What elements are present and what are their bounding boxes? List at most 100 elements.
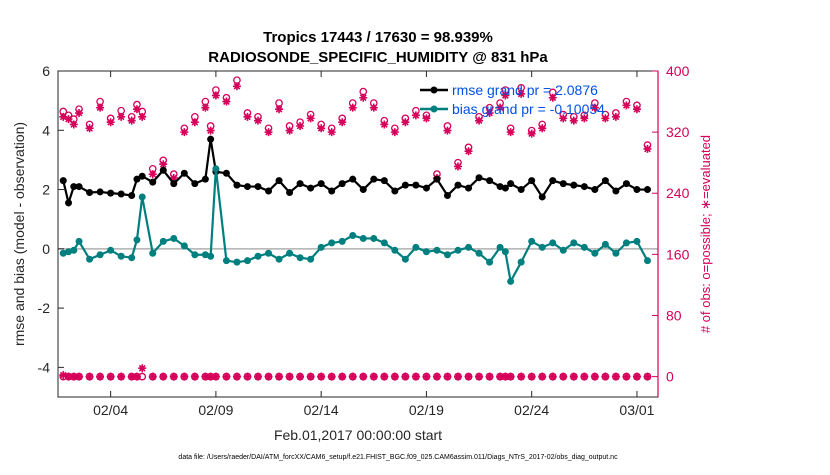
obs-evaluated-marker bbox=[601, 372, 610, 381]
rmse-point bbox=[70, 183, 78, 191]
rmse-point bbox=[159, 166, 167, 174]
x-tick-label: 02/14 bbox=[304, 402, 339, 418]
obs-evaluated-marker bbox=[443, 372, 452, 381]
y-tick-label: -2 bbox=[38, 300, 51, 316]
bias-point bbox=[170, 234, 178, 242]
rmse-point bbox=[286, 189, 294, 197]
obs-evaluated-marker bbox=[127, 116, 136, 125]
rmse-point bbox=[317, 180, 325, 188]
bias-point bbox=[570, 239, 578, 247]
bias-point bbox=[591, 249, 599, 257]
obs-evaluated-marker bbox=[254, 372, 262, 381]
obs-evaluated-marker bbox=[201, 103, 210, 112]
bias-point bbox=[580, 243, 588, 251]
rmse-point bbox=[349, 175, 357, 183]
obs-evaluated-marker bbox=[401, 118, 410, 127]
obs-evaluated-marker bbox=[338, 118, 347, 127]
bias-point bbox=[307, 255, 315, 263]
obs-evaluated-marker bbox=[69, 120, 78, 129]
obs-evaluated-marker bbox=[264, 128, 273, 137]
chart-subtitle: RADIOSONDE_SPECIFIC_HUMIDITY @ 831 hPa bbox=[208, 49, 548, 66]
bias-point bbox=[501, 248, 509, 256]
rmse-point bbox=[643, 186, 651, 194]
footer-data-file: data file: /Users/raeder/DAI/ATM_forcXX/… bbox=[178, 454, 618, 461]
axis-layer: 02/04 02/09 02/14 02/19 02/24 03/01 -4 -2 0 2 4 6 0 8… bbox=[38, 63, 690, 418]
rmse-point bbox=[107, 189, 115, 197]
rmse-point bbox=[338, 180, 346, 188]
obs-evaluated-marker bbox=[432, 372, 441, 381]
obs-evaluated-marker bbox=[190, 118, 199, 127]
x-axis-label: Feb.01,2017 00:00:00 start bbox=[274, 427, 442, 443]
rmse-point bbox=[201, 175, 209, 183]
obs-evaluated-marker bbox=[243, 112, 252, 121]
rmse-point bbox=[443, 191, 451, 199]
rmse-point bbox=[128, 191, 136, 199]
bias-point bbox=[422, 248, 430, 256]
obs-possible-marker bbox=[138, 372, 147, 381]
obs-evaluated-marker bbox=[206, 372, 215, 381]
obs-evaluated-marker bbox=[501, 91, 510, 100]
obs-evaluated-marker bbox=[159, 160, 168, 169]
rmse-line-segment bbox=[236, 176, 512, 198]
bias-point bbox=[138, 193, 146, 201]
obs-evaluated-marker bbox=[327, 128, 336, 137]
obs-evaluated-marker bbox=[232, 82, 241, 91]
rmse-point bbox=[601, 177, 609, 185]
rmse-point bbox=[117, 190, 125, 198]
obs-evaluated-marker bbox=[327, 372, 336, 381]
rmse-point bbox=[475, 174, 483, 182]
obs-evaluated-marker bbox=[369, 372, 378, 381]
bias-point bbox=[391, 246, 399, 254]
obs-evaluated-marker bbox=[275, 372, 284, 381]
rmse-point bbox=[391, 187, 399, 195]
rmse-point bbox=[633, 186, 641, 194]
obs-evaluated-marker bbox=[475, 116, 484, 125]
obs-evaluated-marker bbox=[317, 124, 326, 133]
obs-evaluated-marker bbox=[590, 372, 599, 381]
obs-evaluated-marker bbox=[580, 372, 589, 381]
bias-point bbox=[559, 246, 567, 254]
bias-point bbox=[201, 251, 209, 259]
y-axis-label: rmse and bias (model - observation) bbox=[11, 122, 27, 346]
bias-point bbox=[107, 246, 115, 254]
obs-evaluated-marker bbox=[85, 124, 94, 133]
rmse-point bbox=[528, 177, 536, 185]
bias-point bbox=[601, 240, 609, 248]
obs-evaluated-marker bbox=[69, 372, 78, 381]
rmse-point bbox=[207, 135, 215, 143]
obs-evaluated-marker bbox=[643, 372, 652, 381]
rmse-point bbox=[296, 180, 304, 188]
y-right-tick-label: 160 bbox=[666, 246, 690, 262]
obs-evaluated-marker bbox=[211, 91, 220, 100]
data-layer bbox=[59, 76, 652, 381]
y-right-tick-label: 80 bbox=[666, 307, 682, 323]
y-right-tick-label: 320 bbox=[666, 124, 690, 140]
obs-evaluated-marker bbox=[64, 372, 73, 381]
bias-point bbox=[549, 239, 557, 247]
y-tick-label: 6 bbox=[42, 63, 50, 79]
bias-point bbox=[412, 243, 420, 251]
rmse-point bbox=[433, 175, 441, 183]
obs-evaluated-marker bbox=[96, 103, 105, 112]
bias-point bbox=[433, 246, 441, 254]
obs-evaluated-marker bbox=[222, 97, 231, 106]
rmse-point bbox=[149, 178, 157, 186]
y-right-tick-label: 240 bbox=[666, 185, 690, 201]
bias-point bbox=[222, 257, 230, 265]
y-tick-label: 2 bbox=[42, 182, 50, 198]
obs-evaluated-marker bbox=[496, 372, 505, 381]
obs-evaluated-marker bbox=[538, 372, 547, 381]
rmse-point bbox=[65, 199, 73, 207]
rmse-point bbox=[86, 189, 94, 197]
obs-evaluated-marker bbox=[264, 372, 273, 381]
obs-evaluated-marker bbox=[338, 372, 347, 381]
obs-evaluated-marker bbox=[296, 122, 305, 131]
bias-point bbox=[517, 258, 525, 266]
bias-point bbox=[65, 248, 73, 256]
bias-point bbox=[159, 237, 167, 245]
obs-evaluated-marker bbox=[169, 372, 178, 381]
bias-point bbox=[317, 243, 325, 251]
y-tick-label: -4 bbox=[38, 359, 51, 375]
obs-evaluated-marker bbox=[559, 114, 568, 123]
plot-area bbox=[58, 71, 658, 397]
